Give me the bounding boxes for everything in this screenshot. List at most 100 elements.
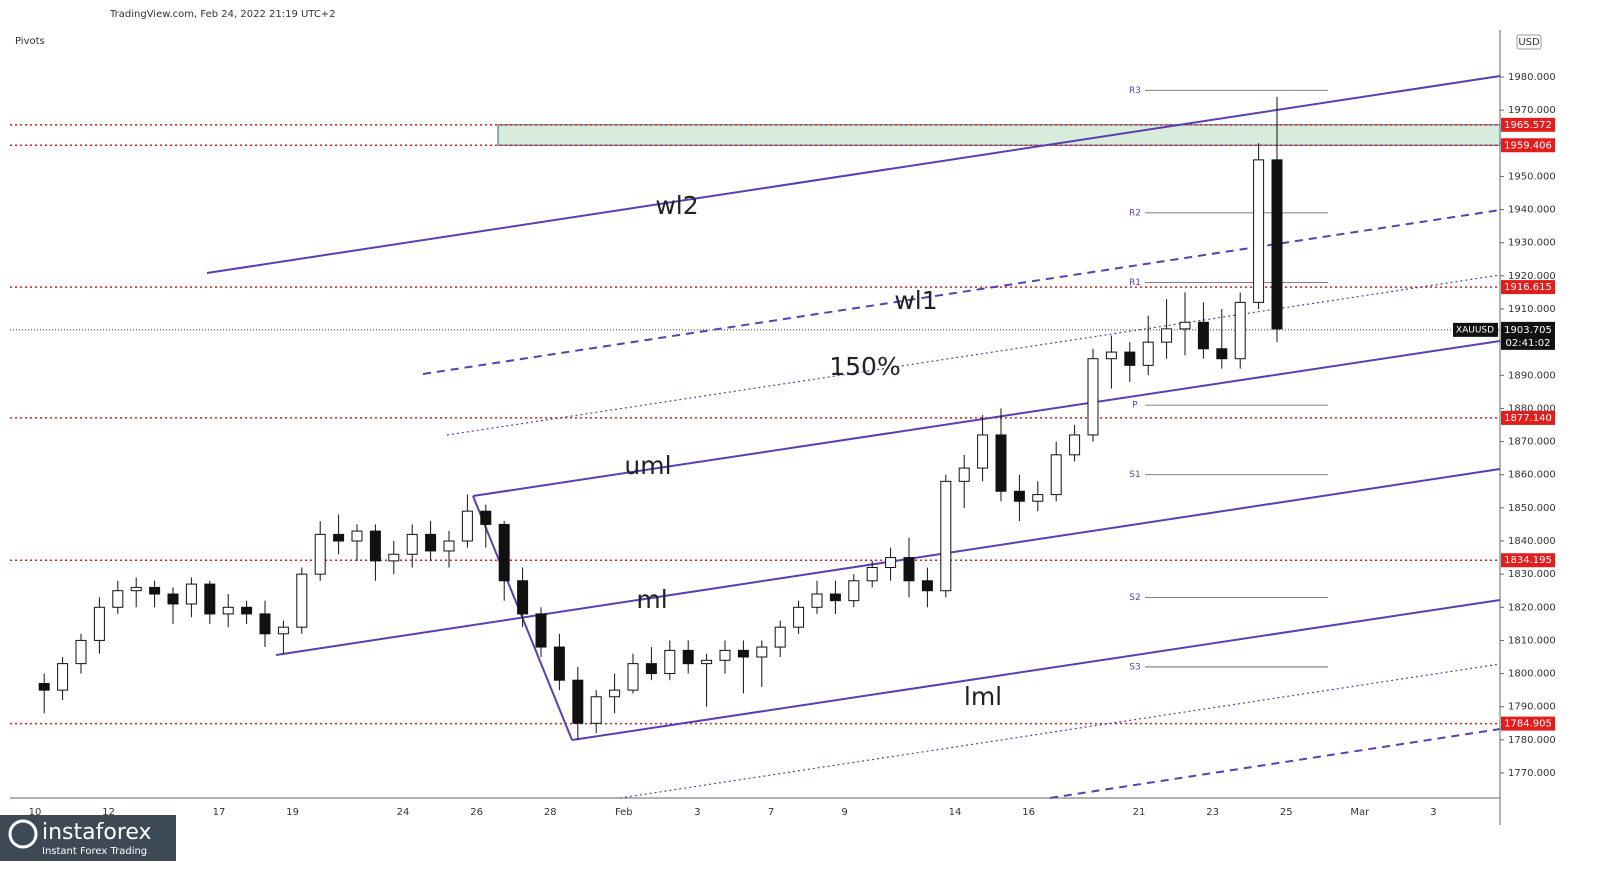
candle-body [498, 523, 510, 582]
uml-line [472, 340, 1501, 497]
x-tick-label: 17 [213, 807, 226, 818]
candle-body [185, 583, 197, 605]
candle-body [682, 649, 694, 665]
label-wl1: wl1 [894, 286, 937, 315]
y-tick-label: 1970.000 [1508, 105, 1556, 116]
y-tick-label: 1810.000 [1508, 635, 1556, 646]
candle-body [93, 606, 105, 641]
x-tick-label: 16 [1022, 807, 1035, 818]
pivot-label: S3 [1129, 662, 1140, 672]
pivot-label: S1 [1129, 470, 1140, 480]
candle-body [149, 586, 161, 595]
symbol: XAUUSD [1456, 325, 1494, 335]
candle-body [885, 557, 897, 569]
candle-body [517, 580, 529, 615]
y-tick-label: 1880.000 [1508, 403, 1556, 414]
pivot-label: R2 [1129, 208, 1141, 218]
y-tick-label: 1840.000 [1508, 536, 1556, 547]
candle-body [167, 593, 179, 605]
currency: USD [1518, 37, 1540, 48]
y-tick-label: 1930.000 [1508, 238, 1556, 249]
candle-body [425, 533, 437, 552]
supply-zone [497, 124, 1501, 146]
x-tick-label: 9 [841, 807, 847, 818]
candle-body [609, 689, 621, 698]
lml-line [571, 599, 1501, 741]
candle-body [848, 580, 860, 602]
candle-body [1197, 321, 1209, 350]
candle-body [903, 557, 915, 582]
candle-body [719, 649, 731, 661]
pivot-label: R3 [1129, 86, 1141, 96]
candle-body [277, 626, 289, 635]
candle-body [369, 530, 381, 562]
candle-body [406, 533, 418, 555]
candle-body [793, 606, 805, 628]
last-price: 1903.705 [1504, 325, 1552, 336]
countdown: 02:41:02 [1506, 338, 1551, 349]
candle-body [940, 480, 952, 592]
x-tick-label: 3 [1430, 807, 1436, 818]
label-lml: lml [964, 682, 1002, 711]
candle-body [1050, 454, 1062, 496]
candle-body [627, 663, 639, 691]
x-tick-label: 28 [544, 807, 557, 818]
candle-body [1032, 494, 1044, 502]
lower-dotted-line [619, 663, 1501, 799]
candle-body [480, 510, 492, 525]
level-tag [1501, 138, 1555, 153]
y-tick-label: 1920.000 [1508, 271, 1556, 282]
y-tick-label: 1910.000 [1508, 304, 1556, 315]
y-tick-label: 1800.000 [1508, 669, 1556, 680]
y-tick-label: 1870.000 [1508, 437, 1556, 448]
y-tick-label: 1940.000 [1508, 205, 1556, 216]
candle-body [1013, 490, 1025, 502]
candle-body [572, 679, 584, 724]
level-label: 1959.406 [1504, 140, 1552, 151]
candle-body [958, 467, 970, 482]
pivot-label: R1 [1129, 278, 1141, 288]
candle-body [314, 533, 326, 575]
candle-body [645, 663, 657, 675]
candle-body [737, 649, 749, 658]
symbol-tag [1453, 322, 1498, 337]
x-tick-label: Mar [1350, 807, 1370, 818]
level-tag [1501, 716, 1555, 731]
x-tick-label: 25 [1280, 807, 1293, 818]
candle-body [1234, 301, 1246, 360]
drawings [206, 75, 1501, 799]
candle-body [112, 590, 124, 608]
candle-body [977, 434, 989, 469]
candle-body [811, 593, 823, 608]
x-tick-label: 23 [1206, 807, 1219, 818]
label-ml: ml [636, 585, 667, 614]
candle-body [829, 593, 841, 602]
candle-body [590, 696, 602, 724]
candle-body [664, 649, 676, 675]
watermark-logo [8, 819, 38, 849]
candle-body [1087, 358, 1099, 436]
label-uml: uml [624, 451, 671, 480]
watermark-brand: instaforex [42, 820, 152, 845]
candle-body [38, 683, 50, 691]
candle-body [296, 573, 308, 628]
source: TradingView.com, Feb 24, 2022 21:19 UTC+… [109, 9, 336, 20]
wl2-line [206, 75, 1501, 274]
candle-body [75, 639, 87, 665]
watermark-tagline: Instant Forex Trading [42, 846, 147, 857]
candle-body [388, 553, 400, 562]
y-tick-label: 1770.000 [1508, 768, 1556, 779]
candle-body [461, 510, 473, 542]
level-tag [1501, 280, 1555, 295]
x-tick-label: 3 [694, 807, 700, 818]
candle-body [1271, 159, 1283, 330]
level-tag [1501, 553, 1555, 568]
level-label: 1784.905 [1504, 719, 1552, 730]
pivot-label: S2 [1129, 593, 1140, 603]
y-tick-label: 1780.000 [1508, 735, 1556, 746]
x-tick-label: 12 [102, 807, 115, 818]
candle-body [1161, 328, 1173, 343]
candle-body [921, 580, 933, 592]
candle-body [553, 646, 565, 681]
candle-body [535, 613, 547, 648]
